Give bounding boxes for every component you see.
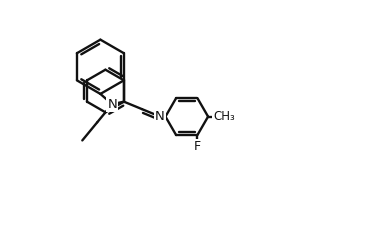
Text: N: N [107, 98, 117, 111]
Text: F: F [194, 140, 201, 153]
Text: N: N [155, 110, 165, 123]
Text: CH₃: CH₃ [213, 110, 235, 123]
